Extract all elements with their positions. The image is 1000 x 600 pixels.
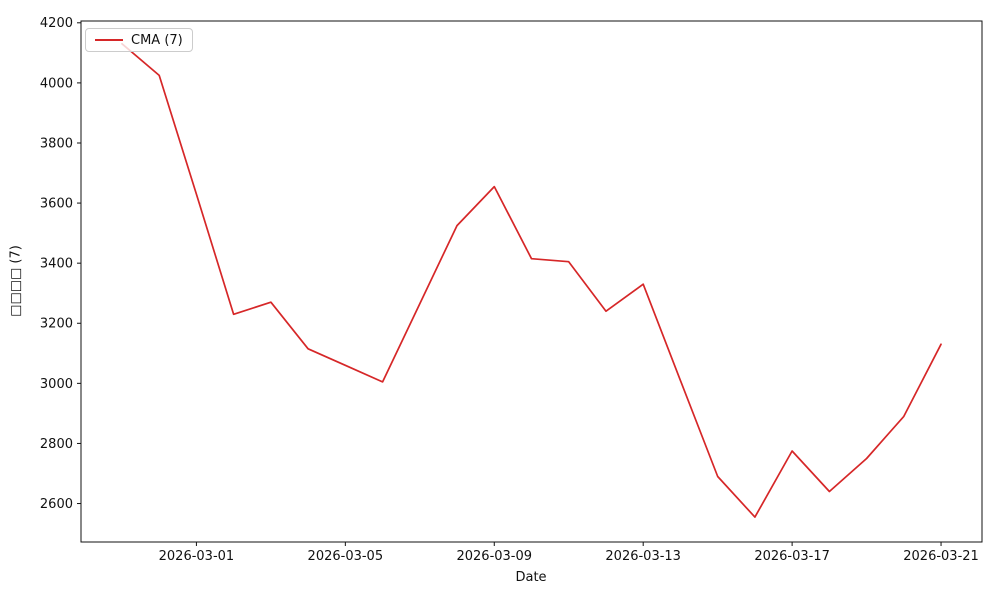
- y-tick-label: 3800: [40, 136, 73, 151]
- plot-border: [80, 20, 983, 543]
- y-axis-label: □□□□ (7): [8, 245, 24, 317]
- y-tick-label: 3600: [40, 196, 73, 211]
- x-axis-label: Date: [515, 570, 547, 585]
- x-tick-label: 2026-03-09: [456, 549, 532, 564]
- legend-line-sample-icon: [95, 39, 123, 41]
- y-tick-label: 2800: [40, 437, 73, 452]
- x-tick-label: 2026-03-13: [605, 549, 681, 564]
- y-tick-label: 4200: [40, 16, 73, 31]
- data-line: [121, 42, 942, 518]
- y-tick-label: 4000: [40, 76, 73, 91]
- x-tick-label: 2026-03-01: [159, 549, 235, 564]
- x-tick-label: 2026-03-17: [754, 549, 830, 564]
- y-tick-label: 3400: [40, 257, 73, 272]
- legend-label: CMA (7): [131, 32, 183, 48]
- y-tick-label: 3200: [40, 317, 73, 332]
- legend: CMA (7): [85, 28, 193, 52]
- y-tick-label: 3000: [40, 377, 73, 392]
- y-tick-label: 2600: [40, 497, 73, 512]
- x-tick-label: 2026-03-05: [308, 549, 384, 564]
- x-tick-label: 2026-03-21: [903, 549, 979, 564]
